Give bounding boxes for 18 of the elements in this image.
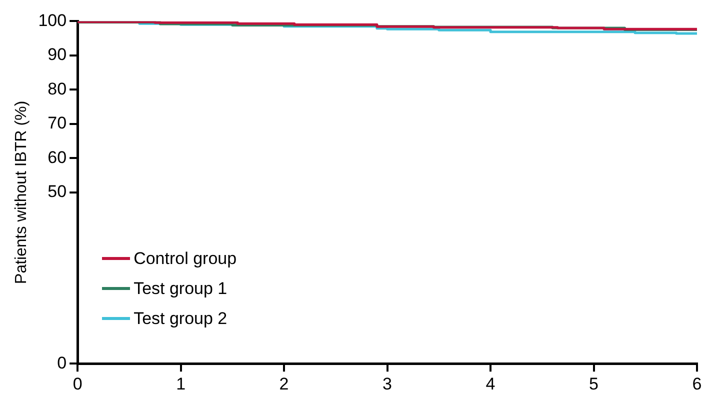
y-tick-label: 90 [48,45,67,64]
x-tick-label: 0 [72,374,82,394]
x-tick-label: 4 [486,374,496,394]
y-tick-label: 60 [48,148,67,167]
x-tick-label: 6 [692,374,702,394]
x-tick-label: 5 [589,374,598,394]
x-tick-label: 1 [176,374,186,394]
y-tick-label: 70 [48,114,67,133]
y-tick-label: 80 [48,79,67,98]
x-tick-label: 3 [382,374,392,394]
y-tick-label: 0 [57,353,67,372]
y-axis-title: Patients without IBTR (%) [13,100,30,284]
x-tick-label: 2 [279,374,289,394]
legend-label: Test group 1 [134,278,228,300]
y-tick-label: 50 [48,182,67,202]
legend-label: Test group 2 [134,308,228,330]
y-tick-label: 100 [38,10,67,30]
legend-label: Control group [134,248,237,270]
